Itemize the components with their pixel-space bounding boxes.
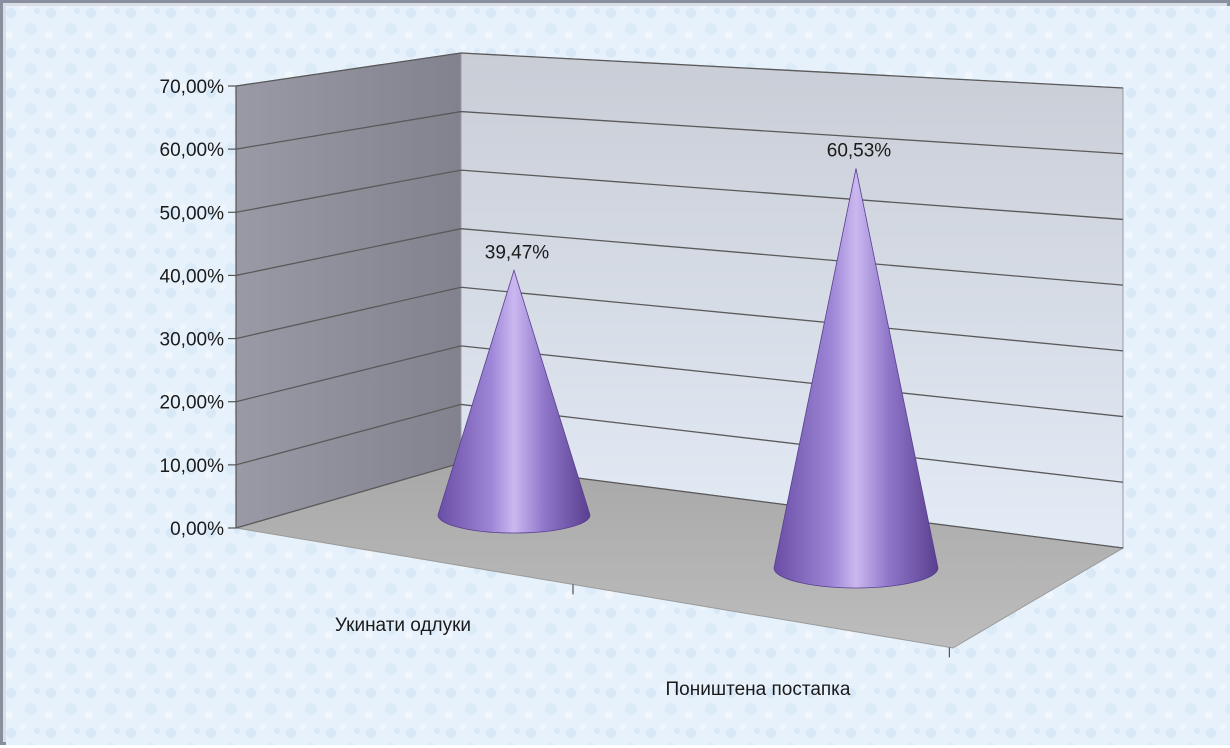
data-label: 39,47% [485, 242, 550, 263]
y-tick-label: 30,00% [160, 330, 225, 351]
y-tick-label: 70,00% [160, 77, 225, 98]
gridline [235, 110, 1124, 155]
cone-mark [773, 168, 939, 589]
gridline [235, 286, 1124, 352]
side-wall [235, 52, 462, 529]
y-axis: 0,00% 10,00% 20,00% 30,00% 40,00% 50,00% 60,00… [160, 77, 237, 540]
data-labels: 39,47% 60,53% [485, 141, 892, 264]
y-tick-label: 50,00% [160, 203, 225, 224]
gridline [235, 169, 1124, 221]
gridline [235, 228, 1124, 286]
y-tick-label: 60,00% [160, 140, 225, 161]
cone-chart: 0,00% 10,00% 20,00% 30,00% 40,00% 50,00% 60,00… [6, 6, 1230, 745]
cones [437, 168, 939, 589]
y-tick-label: 10,00% [160, 456, 225, 477]
y-tick-label: 40,00% [160, 266, 225, 287]
x-axis: Укинати одлуки Поништена постапка [335, 584, 951, 700]
y-tick-label: 20,00% [160, 393, 225, 414]
y-tick-label: 0,00% [170, 519, 224, 540]
gridline [235, 52, 1124, 89]
x-category-label: Поништена постапка [666, 679, 851, 700]
data-label: 60,53% [827, 141, 892, 162]
x-category-label: Укинати одлуки [335, 615, 471, 636]
cone-mark [437, 268, 591, 534]
